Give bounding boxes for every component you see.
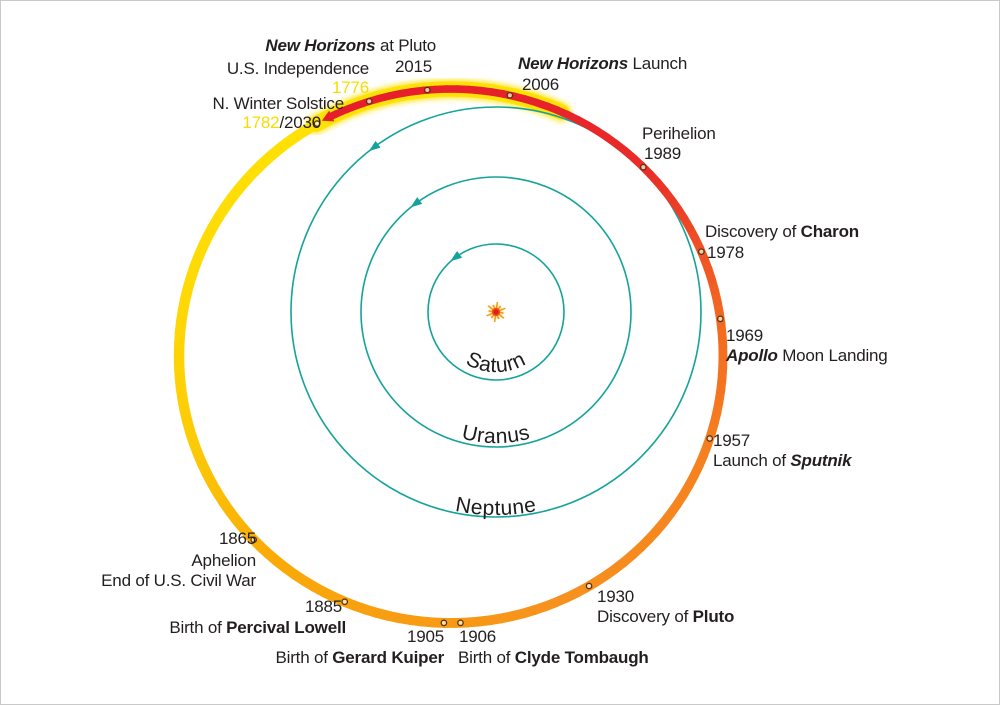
label-lowell: Birth of Percival Lowell	[169, 618, 346, 637]
label-aphelion: Aphelion	[191, 551, 256, 570]
label-nh-pluto-year: 2015	[394, 57, 432, 76]
orbit-marker-2015	[423, 86, 431, 94]
label-charon-year: 1978	[707, 243, 745, 262]
orbit-direction-arrows	[368, 140, 463, 262]
pluto-orbit-arc	[173, 85, 728, 628]
neptune-orbit	[290, 106, 702, 518]
orbit-arrow-icon-neptune	[368, 140, 381, 152]
orbit-marker-1989	[639, 163, 647, 171]
label-pluto-discovery: Discovery of Pluto	[597, 607, 735, 626]
uranus-orbit-label: Uranus	[460, 421, 532, 448]
label-charon: Discovery of Charon	[705, 222, 859, 241]
label-sputnik: Launch of Sputnik	[713, 451, 852, 470]
saturn-orbit	[427, 243, 565, 381]
saturn-orbit-label: Saturn	[463, 347, 529, 377]
orbit-marker-1906	[457, 619, 464, 627]
sun-icon	[486, 301, 506, 323]
label-nh-launch: New Horizons Launch	[518, 54, 688, 73]
label-apollo-year: 1969	[726, 326, 764, 345]
label-us-independence-year: 1776	[331, 78, 369, 97]
label-nh-pluto: New Horizons at Pluto	[265, 36, 436, 55]
orbit-marker-1776	[365, 98, 373, 105]
label-us-independence: U.S. Independence	[226, 59, 369, 78]
orbit-marker-1969	[717, 315, 724, 323]
label-sputnik-year: 1957	[713, 431, 751, 450]
neptune-orbit-label: Neptune	[454, 493, 538, 520]
label-winter-solstice: N. Winter Solstice	[212, 94, 345, 113]
orbit-marker-1865	[250, 536, 258, 544]
label-perihelion-year: 1989	[644, 144, 682, 163]
orbit-arrow-icon-uranus	[410, 197, 423, 208]
label-nh-launch-year: 2006	[522, 75, 560, 94]
label-winter-solstice-year: 1782/2030	[242, 113, 321, 132]
orbit-marker-1782-2030	[313, 120, 321, 127]
orbit-marker-1930	[585, 582, 593, 590]
label-kuiper: Birth of Gerard Kuiper	[275, 648, 445, 667]
label-aphelion-civil-war: End of U.S. Civil War	[101, 571, 256, 590]
label-tombaugh-year: 1906	[459, 627, 497, 646]
orbit-marker-1905	[440, 619, 448, 627]
label-lowell-year: 1885	[304, 597, 342, 616]
label-pluto-discovery-year: 1930	[597, 587, 635, 606]
pluto-orbit-arrowhead-icon	[321, 110, 335, 122]
label-perihelion: Perihelion	[642, 124, 716, 143]
orbit-marker-1885	[341, 598, 349, 606]
label-aphelion-year: 1865	[218, 529, 256, 548]
orbit-marker-2006	[506, 91, 514, 99]
label-tombaugh: Birth of Clyde Tombaugh	[458, 648, 649, 667]
label-apollo: Apollo Moon Landing	[726, 346, 888, 365]
label-kuiper-year: 1905	[406, 627, 444, 646]
event-markers	[250, 86, 724, 627]
orbit-arrow-icon-saturn	[450, 250, 463, 262]
orbit-marker-1957	[706, 435, 714, 442]
uranus-orbit	[360, 176, 632, 448]
orbit-marker-1978	[698, 248, 705, 256]
planet-orbits	[290, 106, 702, 518]
